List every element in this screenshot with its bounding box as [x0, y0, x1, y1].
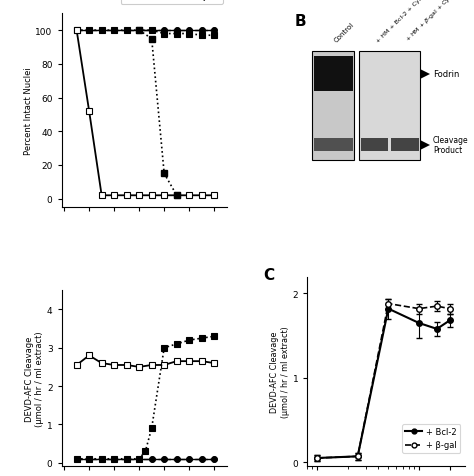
Legend: Control, HM, HM + Bcl-2, HM + Bcl-2 + Cyt. c: Control, HM, HM + Bcl-2, HM + Bcl-2 + Cy…	[121, 0, 223, 5]
Bar	[314, 139, 353, 152]
Y-axis label: DEVD-AFC Cleavage
(μmol / hr / ml extract): DEVD-AFC Cleavage (μmol / hr / ml extrac…	[270, 326, 290, 417]
Bar	[392, 139, 419, 152]
FancyBboxPatch shape	[359, 52, 420, 161]
Bar	[361, 139, 388, 152]
Text: C: C	[263, 268, 274, 282]
Bar	[314, 57, 353, 92]
Legend: + Bcl-2, + β-gal: + Bcl-2, + β-gal	[402, 424, 460, 453]
FancyBboxPatch shape	[312, 52, 355, 161]
Text: Cleavage
Product: Cleavage Product	[433, 136, 469, 155]
Y-axis label: Percent Intact Nuclei: Percent Intact Nuclei	[24, 67, 33, 155]
Text: B: B	[295, 14, 306, 29]
Y-axis label: DEVD-AFC Cleavage
(μmol / hr / ml extract): DEVD-AFC Cleavage (μmol / hr / ml extrac…	[25, 331, 44, 426]
Text: + HM + $\beta$-gal + Cyt. c: + HM + $\beta$-gal + Cyt. c	[404, 0, 461, 44]
Text: Control: Control	[333, 21, 356, 44]
Text: + HM + Bcl-2 + Cyt. c: + HM + Bcl-2 + Cyt. c	[376, 0, 428, 44]
Text: Fodrin: Fodrin	[433, 70, 459, 79]
